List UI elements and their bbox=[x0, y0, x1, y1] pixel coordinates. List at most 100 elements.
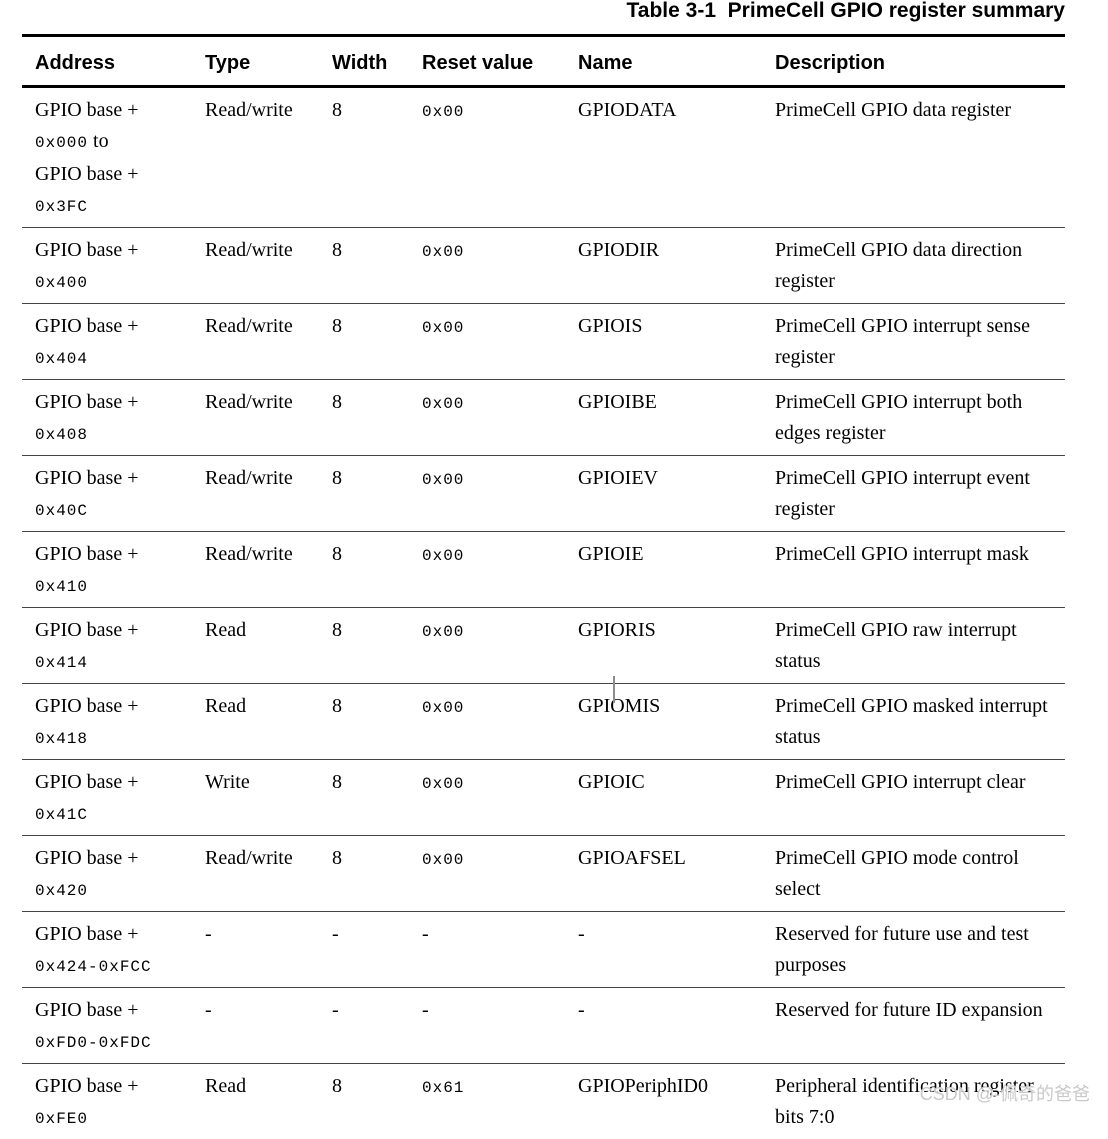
address-line: 0x410 bbox=[35, 570, 195, 603]
name-cell: GPIODATA bbox=[578, 87, 775, 228]
name-cell: - bbox=[578, 912, 775, 988]
name-cell: GPIOIEV bbox=[578, 456, 775, 532]
width-cell: 8 bbox=[332, 456, 422, 532]
column-header-description: Description bbox=[775, 36, 1065, 87]
reset-value-cell: 0x00 bbox=[422, 304, 578, 380]
address-line: 0x414 bbox=[35, 646, 195, 679]
type-cell: Read/write bbox=[205, 304, 332, 380]
address-line: 0x424-0xFCC bbox=[35, 950, 195, 983]
description-cell: PrimeCell GPIO interrupt mask bbox=[775, 532, 1065, 608]
reset-value-cell: 0x61 bbox=[422, 1064, 578, 1139]
document-page: Table 3-1 PrimeCell GPIO register summar… bbox=[0, 0, 1108, 1113]
type-cell: Read/write bbox=[205, 456, 332, 532]
width-cell: 8 bbox=[332, 304, 422, 380]
name-cell: GPIOIC bbox=[578, 760, 775, 836]
column-header-width: Width bbox=[332, 36, 422, 87]
width-cell: 8 bbox=[332, 380, 422, 456]
reset-value-cell: 0x00 bbox=[422, 87, 578, 228]
width-cell: 8 bbox=[332, 532, 422, 608]
width-cell: - bbox=[332, 988, 422, 1064]
name-cell: - bbox=[578, 988, 775, 1064]
text-cursor bbox=[613, 676, 615, 703]
address-line: GPIO base + bbox=[35, 311, 195, 342]
address-cell: GPIO base +0x414 bbox=[22, 608, 205, 684]
column-header-address: Address bbox=[22, 36, 205, 87]
address-cell: GPIO base +0x400 bbox=[22, 228, 205, 304]
description-cell: PrimeCell GPIO interrupt sense register bbox=[775, 304, 1065, 380]
address-cell: GPIO base +0x420 bbox=[22, 836, 205, 912]
name-cell: GPIOMIS bbox=[578, 684, 775, 760]
reset-value-cell: 0x00 bbox=[422, 608, 578, 684]
type-cell: - bbox=[205, 912, 332, 988]
width-cell: 8 bbox=[332, 608, 422, 684]
width-cell: 8 bbox=[332, 684, 422, 760]
reset-value-cell: 0x00 bbox=[422, 760, 578, 836]
type-cell: Read bbox=[205, 684, 332, 760]
address-line: GPIO base + bbox=[35, 95, 195, 126]
address-cell: GPIO base +0x410 bbox=[22, 532, 205, 608]
name-cell: GPIOPeriphID0 bbox=[578, 1064, 775, 1139]
width-cell: 8 bbox=[332, 836, 422, 912]
address-cell: GPIO base +0x41C bbox=[22, 760, 205, 836]
width-cell: 8 bbox=[332, 228, 422, 304]
width-cell: 8 bbox=[332, 760, 422, 836]
reset-value-cell: 0x00 bbox=[422, 836, 578, 912]
reset-value-cell: - bbox=[422, 912, 578, 988]
address-line: GPIO base + bbox=[35, 159, 195, 190]
address-line: 0x408 bbox=[35, 418, 195, 451]
address-line: GPIO base + bbox=[35, 767, 195, 798]
column-header-reset-value: Reset value bbox=[422, 36, 578, 87]
description-cell: PrimeCell GPIO interrupt event register bbox=[775, 456, 1065, 532]
column-header-name: Name bbox=[578, 36, 775, 87]
type-cell: Write bbox=[205, 760, 332, 836]
description-cell: PrimeCell GPIO data direction register bbox=[775, 228, 1065, 304]
type-cell: - bbox=[205, 988, 332, 1064]
column-header-type: Type bbox=[205, 36, 332, 87]
address-line: 0x41C bbox=[35, 798, 195, 831]
type-cell: Read/write bbox=[205, 228, 332, 304]
address-line: GPIO base + bbox=[35, 387, 195, 418]
address-line: 0xFD0-0xFDC bbox=[35, 1026, 195, 1059]
reset-value-cell: 0x00 bbox=[422, 456, 578, 532]
reset-value-cell: 0x00 bbox=[422, 532, 578, 608]
description-cell: PrimeCell GPIO data register bbox=[775, 87, 1065, 228]
reset-value-cell: 0x00 bbox=[422, 684, 578, 760]
width-cell: 8 bbox=[332, 1064, 422, 1139]
header-row: Address Type Width Reset value Name Desc… bbox=[22, 36, 1065, 87]
address-cell: GPIO base +0x404 bbox=[22, 304, 205, 380]
register-summary-table: Address Type Width Reset value Name Desc… bbox=[22, 34, 1065, 1139]
type-cell: Read/write bbox=[205, 836, 332, 912]
address-line: GPIO base + bbox=[35, 1071, 195, 1102]
address-line: GPIO base + bbox=[35, 235, 195, 266]
reset-value-cell: 0x00 bbox=[422, 380, 578, 456]
type-cell: Read/write bbox=[205, 87, 332, 228]
description-cell: PrimeCell GPIO raw interrupt status bbox=[775, 608, 1065, 684]
width-cell: - bbox=[332, 912, 422, 988]
reset-value-cell: - bbox=[422, 988, 578, 1064]
address-cell: GPIO base +0xFE0 bbox=[22, 1064, 205, 1139]
name-cell: GPIOIS bbox=[578, 304, 775, 380]
table-row: GPIO base +0xFD0-0xFDC----Reserved for f… bbox=[22, 988, 1065, 1064]
address-line: GPIO base + bbox=[35, 615, 195, 646]
address-line: 0x418 bbox=[35, 722, 195, 755]
address-line: 0xFE0 bbox=[35, 1102, 195, 1135]
description-cell: PrimeCell GPIO mode control select bbox=[775, 836, 1065, 912]
address-line: 0x3FC bbox=[35, 190, 195, 223]
address-line: GPIO base + bbox=[35, 995, 195, 1026]
address-line: 0x400 bbox=[35, 266, 195, 299]
address-line: GPIO base + bbox=[35, 539, 195, 570]
table-row: GPIO base +0x424-0xFCC----Reserved for f… bbox=[22, 912, 1065, 988]
address-line: GPIO base + bbox=[35, 919, 195, 950]
address-cell: GPIO base +0x408 bbox=[22, 380, 205, 456]
type-cell: Read/write bbox=[205, 380, 332, 456]
description-cell: Reserved for future ID expansion bbox=[775, 988, 1065, 1064]
address-line: 0x40C bbox=[35, 494, 195, 527]
reset-value-cell: 0x00 bbox=[422, 228, 578, 304]
description-cell: PrimeCell GPIO masked interrupt status bbox=[775, 684, 1065, 760]
